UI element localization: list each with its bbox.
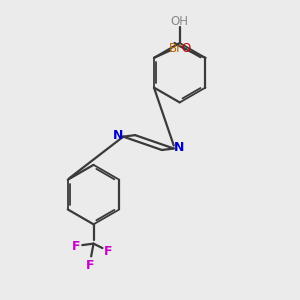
Text: OH: OH bbox=[171, 15, 189, 28]
Text: O: O bbox=[181, 42, 190, 56]
Text: F: F bbox=[72, 240, 80, 253]
Text: F: F bbox=[104, 244, 112, 258]
Text: F: F bbox=[86, 259, 95, 272]
Text: N: N bbox=[113, 129, 123, 142]
Text: N: N bbox=[174, 140, 184, 154]
Text: Br: Br bbox=[169, 42, 182, 55]
